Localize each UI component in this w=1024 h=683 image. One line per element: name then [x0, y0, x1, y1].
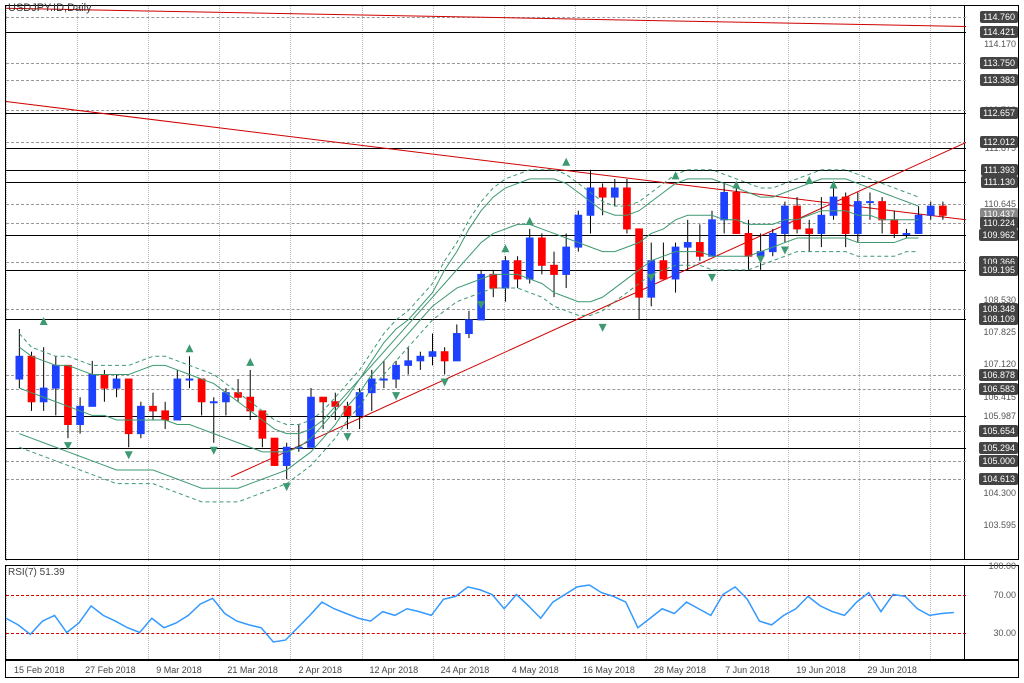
y-level-box: 106.583: [979, 383, 1018, 395]
y-tick-label: 103.595: [983, 520, 1016, 530]
y-tick-label: 107.120: [983, 359, 1016, 369]
y-level-box: 105.000: [979, 455, 1018, 467]
y-level-box: 112.657: [980, 107, 1018, 119]
x-tick-label: 21 Mar 2018: [227, 665, 278, 675]
x-tick-label: 24 Apr 2018: [441, 665, 490, 675]
y-tick-label: 104.300: [983, 488, 1016, 498]
y-level-box: 114.760: [980, 11, 1018, 23]
rsi-y-axis: 30.0070.00100.00: [965, 565, 1019, 660]
x-tick-label: 16 May 2018: [583, 665, 635, 675]
y-level-box: 105.294: [979, 442, 1018, 454]
rsi-y-tick: 70.00: [993, 590, 1016, 600]
y-level-box: 106.878: [979, 369, 1018, 381]
y-tick-label: 114.170: [984, 39, 1016, 49]
rsi-chart[interactable]: [5, 565, 965, 660]
x-tick-label: 2 Apr 2018: [298, 665, 342, 675]
y-level-box: 113.383: [980, 74, 1018, 86]
y-tick-label: 107.825: [983, 327, 1016, 337]
x-tick-label: 29 Jun 2018: [867, 665, 917, 675]
y-level-box: 105.654: [979, 425, 1018, 437]
x-tick-label: 7 Jun 2018: [725, 665, 770, 675]
y-level-box: 109.195: [979, 264, 1018, 276]
rsi-y-tick: 30.00: [993, 628, 1016, 638]
y-level-box: 110.224: [980, 217, 1018, 229]
x-tick-label: 4 May 2018: [512, 665, 559, 675]
y-level-box: 112.012: [980, 136, 1018, 148]
y-tick-label: 105.987: [983, 411, 1016, 421]
x-tick-label: 12 Apr 2018: [370, 665, 419, 675]
y-level-box: 104.613: [979, 473, 1018, 485]
x-tick-label: 27 Feb 2018: [85, 665, 136, 675]
y-level-box: 111.130: [981, 176, 1018, 188]
x-tick-label: 28 May 2018: [654, 665, 706, 675]
x-tick-label: 9 Mar 2018: [156, 665, 202, 675]
rsi-y-tick: 100.00: [988, 561, 1016, 571]
chart-container: 114.170112.703111.875110.645108.530107.8…: [0, 0, 1024, 683]
y-level-box: 109.962: [979, 229, 1018, 241]
price-chart[interactable]: [5, 5, 965, 560]
y-level-box: 111.393: [981, 164, 1018, 176]
chart-title: USDJPY.ID,Daily: [8, 2, 92, 14]
x-tick-label: 19 Jun 2018: [796, 665, 846, 675]
y-level-box: 113.750: [980, 57, 1018, 69]
x-tick-label: 15 Feb 2018: [14, 665, 65, 675]
y-level-box: 114.421: [980, 26, 1018, 38]
y-level-box: 108.109: [979, 313, 1018, 325]
x-axis: 15 Feb 2018 27 Feb 2018 9 Mar 2018 21 Mar 2…: [5, 660, 1019, 678]
rsi-title: RSI(7) 51.39: [8, 567, 65, 578]
price-y-axis: 114.170112.703111.875110.645108.530107.8…: [965, 5, 1019, 560]
